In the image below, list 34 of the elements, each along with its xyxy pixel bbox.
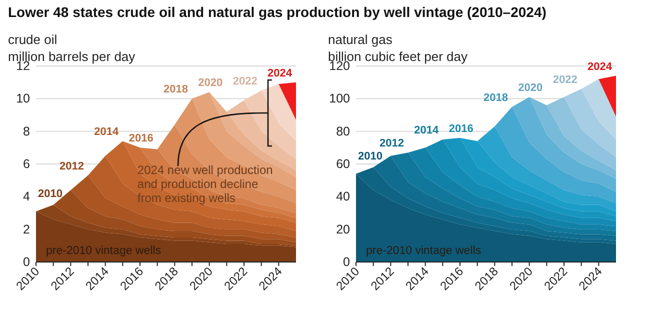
y-tick-label: 0 [343,255,350,269]
series-label: 2010 [358,150,382,162]
series-label: 2014 [414,124,440,136]
y-tick-label: 6 [23,157,30,171]
series-label: pre-2010 vintage wells [46,245,162,257]
y-tick-label: 80 [336,124,350,138]
series-label: 2014 [94,126,120,138]
series-label: 2016 [448,122,474,135]
series-label: 2020 [198,77,223,90]
series-label: 2012 [60,160,84,172]
annotation: 2024 new well production and production decline from existing wells [137,162,273,205]
y-tick-label: 60 [336,157,350,171]
y-tick-label: 20 [336,222,350,236]
series-label: 2022 [232,76,258,88]
series-label: 2018 [164,84,188,96]
chart-subtitle: natural gas [328,32,393,47]
series-label: 2024 [588,60,613,73]
series-label: 2010 [38,188,62,200]
y-tick-label: 8 [23,124,30,138]
series-label: 2018 [484,92,508,104]
series-label: 2020 [518,82,543,94]
series-label: 2012 [380,138,404,150]
series-label: 2022 [552,74,578,86]
chart-subtitle: crude oil [8,32,58,47]
y-tick-label: 10 [16,92,30,106]
chart-title: Lower 48 states crude oil and natural gas production by well vintage (2010–2024) [8,4,546,20]
y-tick-label: 0 [23,255,30,269]
series-label: 2016 [128,132,154,145]
series-label: 2024 [268,67,293,80]
y-tick-label: 100 [329,92,350,106]
y-tick-label: 40 [336,190,350,204]
y-tick-label: 4 [23,190,30,204]
series-label: pre-2010 vintage wells [366,245,482,257]
y-tick-label: 2 [23,222,30,236]
